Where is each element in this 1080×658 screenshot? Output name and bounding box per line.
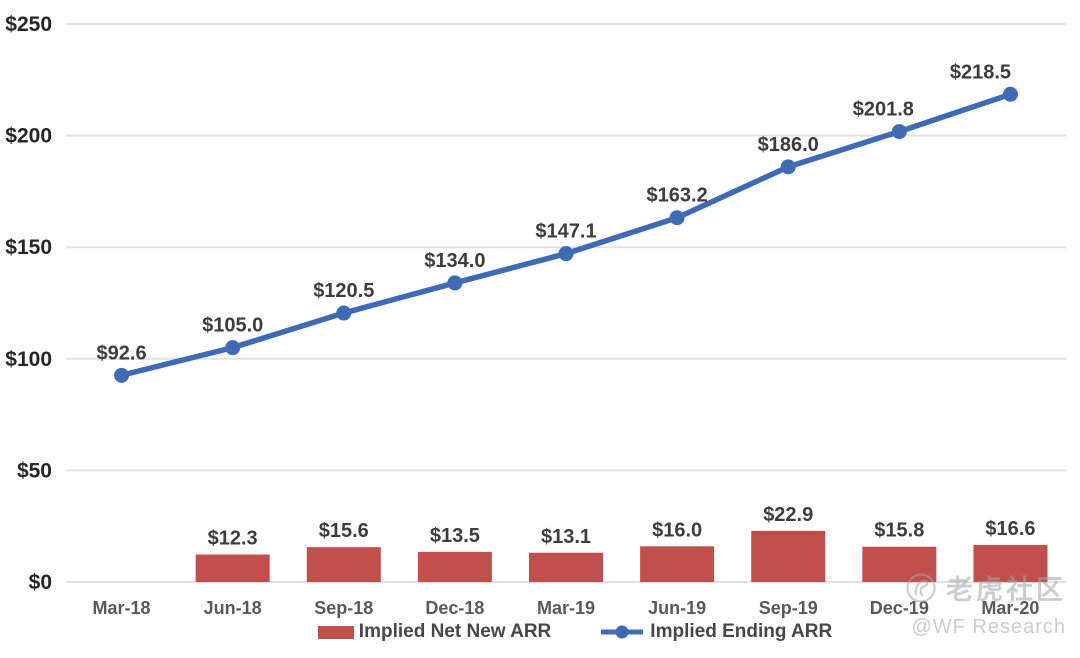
bar-net-new-arr bbox=[529, 552, 603, 582]
x-tick-label: Jun-18 bbox=[204, 598, 262, 618]
legend-label-net-new-arr: Implied Net New ARR bbox=[358, 621, 552, 642]
bar-value-label: $13.5 bbox=[430, 525, 480, 547]
line-point bbox=[1002, 86, 1018, 102]
x-tick-label: Dec-18 bbox=[425, 598, 484, 618]
x-tick-label: Mar-18 bbox=[93, 598, 151, 618]
line-value-label: $92.6 bbox=[97, 342, 147, 364]
y-tick-label: $100 bbox=[5, 348, 52, 371]
line-point bbox=[336, 305, 352, 321]
legend-item-ending-arr: Implied Ending ARR bbox=[599, 621, 832, 643]
bar-value-label: $16.0 bbox=[652, 519, 702, 541]
bar-series-swatch-icon bbox=[317, 625, 354, 639]
line-point bbox=[780, 159, 796, 175]
line-point bbox=[114, 367, 130, 383]
legend-item-net-new-arr: Implied Net New ARR bbox=[317, 621, 552, 643]
x-tick-label: Mar-19 bbox=[537, 598, 595, 618]
x-tick-label: Dec-19 bbox=[870, 598, 929, 618]
bar-value-label: $16.6 bbox=[985, 518, 1035, 540]
bar-net-new-arr bbox=[751, 530, 826, 582]
y-tick-label: $250 bbox=[5, 13, 52, 36]
y-tick-label: $200 bbox=[5, 125, 52, 148]
line-point bbox=[225, 340, 241, 356]
bar-value-label: $15.6 bbox=[319, 520, 369, 542]
bar-net-new-arr bbox=[640, 546, 715, 582]
line-value-label: $105.0 bbox=[202, 315, 263, 337]
line-value-label: $218.5 bbox=[950, 61, 1011, 83]
line-point bbox=[558, 246, 574, 262]
y-tick-label: $0 bbox=[29, 571, 52, 594]
x-tick-label: Mar-20 bbox=[981, 598, 1039, 618]
line-value-label: $163.2 bbox=[647, 185, 708, 207]
bar-value-label: $13.1 bbox=[541, 526, 591, 548]
line-point bbox=[447, 275, 463, 291]
legend-line-dot bbox=[615, 625, 629, 639]
line-value-label: $147.1 bbox=[535, 221, 596, 243]
bar-value-label: $12.3 bbox=[208, 528, 258, 550]
line-value-label: $201.8 bbox=[853, 99, 914, 121]
chart-legend: Implied Net New ARR Implied Ending ARR bbox=[70, 621, 1080, 643]
line-value-label: $186.0 bbox=[758, 134, 819, 156]
line-point bbox=[669, 210, 685, 226]
bar-net-new-arr bbox=[306, 547, 381, 582]
line-series-swatch-icon bbox=[601, 625, 644, 639]
line-value-label: $134.0 bbox=[424, 250, 485, 272]
x-tick-label: Sep-19 bbox=[759, 598, 818, 618]
x-tick-label: Jun-19 bbox=[648, 598, 706, 618]
bar-net-new-arr bbox=[973, 544, 1048, 582]
y-tick-label: $50 bbox=[17, 459, 52, 482]
legend-label-ending-arr: Implied Ending ARR bbox=[650, 621, 833, 642]
bar-net-new-arr bbox=[417, 551, 492, 582]
bar-net-new-arr bbox=[195, 554, 270, 582]
bar-value-label: $15.8 bbox=[874, 520, 924, 542]
bar-net-new-arr bbox=[862, 546, 937, 582]
y-tick-label: $150 bbox=[5, 236, 52, 259]
line-point bbox=[891, 124, 907, 140]
line-value-label: $120.5 bbox=[313, 280, 374, 302]
bar-value-label: $22.9 bbox=[763, 504, 813, 526]
x-tick-label: Sep-18 bbox=[314, 598, 373, 618]
